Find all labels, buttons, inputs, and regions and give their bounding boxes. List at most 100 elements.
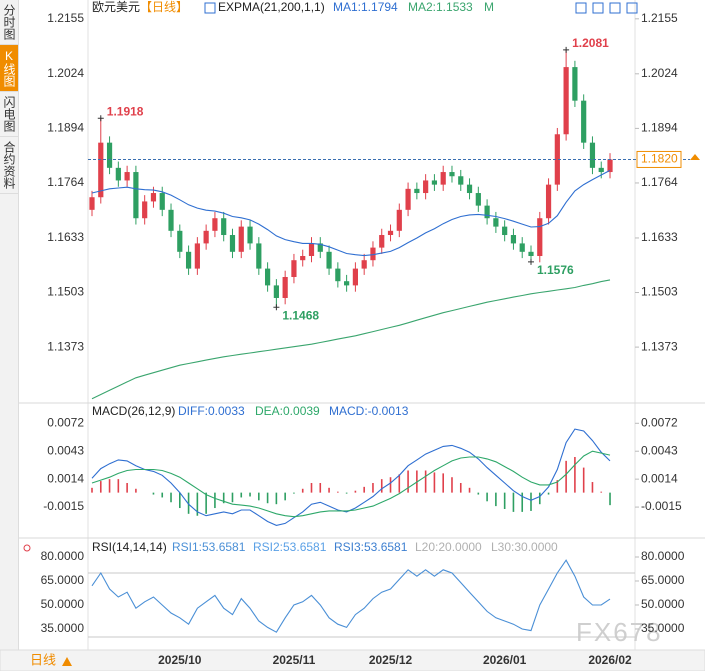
x-tick-label: 2026/01 xyxy=(483,653,527,667)
extreme-marker xyxy=(528,258,534,265)
candle-body xyxy=(308,243,315,257)
candle-body xyxy=(159,193,165,210)
y-tick-label: 1.1633 xyxy=(47,230,84,244)
candle-body xyxy=(361,260,367,269)
candle-body xyxy=(387,230,394,236)
tab[interactable]: 分时图 xyxy=(0,0,18,45)
candle-body xyxy=(282,276,288,298)
x-tick-label: 2025/11 xyxy=(273,653,316,667)
settings-icon[interactable] xyxy=(23,544,31,552)
candle-body xyxy=(563,67,569,135)
y-tick-label: 0.0072 xyxy=(641,415,678,429)
period-arrow[interactable] xyxy=(62,657,72,666)
candle-body xyxy=(273,285,279,298)
candle-body xyxy=(185,251,192,269)
y-tick-label: 65.0000 xyxy=(41,573,85,587)
tab[interactable]: 闪电图 xyxy=(0,92,18,137)
legend-entry: L30:30.0000 xyxy=(491,540,558,554)
last-price-box xyxy=(636,150,682,168)
y-tick-label: 50.0000 xyxy=(41,597,85,611)
candle-body xyxy=(238,226,244,252)
y-tick-label: 1.1894 xyxy=(47,121,84,135)
period-button[interactable]: 日线 xyxy=(30,652,56,667)
ma-line xyxy=(91,279,611,400)
candle-body xyxy=(493,218,499,227)
y-tick-label: 1.2024 xyxy=(641,66,678,80)
candle-body xyxy=(458,176,464,185)
candle-body xyxy=(554,134,560,185)
sidebar: 分时图 K线图 闪电图 合约资料 xyxy=(0,0,19,650)
legend-entry: MACD(26,12,9) xyxy=(92,404,175,418)
x-tick-label: 2026/02 xyxy=(588,653,632,667)
candle-body xyxy=(589,142,596,168)
extreme-marker xyxy=(273,304,280,311)
candle-body xyxy=(124,172,130,181)
candle-body xyxy=(115,167,121,181)
y-tick-label: 35.0000 xyxy=(641,621,685,635)
candle-body xyxy=(212,218,218,231)
candle-body xyxy=(221,218,227,236)
legend-entry: MA2:1.1533 xyxy=(408,0,473,14)
candle-body xyxy=(414,188,420,194)
rsi-line xyxy=(91,559,611,633)
candle-body xyxy=(168,209,174,231)
candle-body xyxy=(229,235,236,252)
candle-body xyxy=(440,172,446,185)
tab[interactable]: 合约资料 xyxy=(0,137,18,194)
legend-entry: DIFF:0.0033 xyxy=(178,404,245,418)
legend-entry: 【日线】 xyxy=(140,0,188,14)
candle-body xyxy=(607,159,613,173)
extreme-marker xyxy=(97,115,104,122)
candle-body xyxy=(537,218,543,257)
y-tick-label: 1.1373 xyxy=(641,339,678,353)
extreme-label: 1.1468 xyxy=(282,308,319,322)
tool-icon[interactable] xyxy=(609,2,621,14)
tab[interactable]: K线图 xyxy=(0,45,18,92)
candle-body xyxy=(449,172,455,177)
y-tick-label: -0.0015 xyxy=(641,499,682,513)
x-tick-label: 2025/12 xyxy=(369,653,413,667)
extreme-marker xyxy=(563,46,570,53)
y-tick-label: 1.1373 xyxy=(47,339,84,353)
legend-entry: MACD:-0.0013 xyxy=(329,404,409,418)
y-tick-label: 35.0000 xyxy=(41,621,85,635)
y-tick-label: 0.0014 xyxy=(47,471,84,485)
y-tick-label: 0.0072 xyxy=(47,415,84,429)
candle-body xyxy=(598,167,604,173)
candle-body xyxy=(405,188,411,210)
candle-body xyxy=(352,268,358,286)
candle-body xyxy=(545,184,552,219)
y-tick-label: 0.0014 xyxy=(641,471,678,485)
tool-icon[interactable] xyxy=(592,2,604,14)
candle-body xyxy=(484,205,490,219)
candle-body xyxy=(203,230,209,244)
candle-body xyxy=(142,201,148,219)
legend-entry: L20:20.0000 xyxy=(415,540,482,554)
candle-body xyxy=(502,226,508,236)
y-tick-label: 50.0000 xyxy=(641,597,685,611)
candle-body xyxy=(326,251,332,269)
tool-icon[interactable] xyxy=(626,2,638,14)
legend-entry: RSI1:53.6581 xyxy=(172,540,246,554)
candle-body xyxy=(247,226,253,244)
y-tick-label: 1.1764 xyxy=(641,175,678,189)
date-bar xyxy=(0,649,705,671)
candle-body xyxy=(431,180,438,185)
legend-entry: 欧元美元 xyxy=(92,0,140,14)
y-tick-label: 1.1503 xyxy=(641,285,678,299)
indicator-icon[interactable] xyxy=(204,2,216,14)
extreme-label: 1.1918 xyxy=(107,104,144,118)
candle-body xyxy=(396,209,402,231)
legend-entry: MA1:1.1794 xyxy=(333,0,398,14)
candle-body xyxy=(475,193,481,206)
price-arrow xyxy=(690,154,700,160)
y-tick-label: 0.0043 xyxy=(641,443,678,457)
y-tick-label: 1.2155 xyxy=(47,11,84,25)
candle-body xyxy=(581,100,587,143)
tool-icon[interactable] xyxy=(575,2,587,14)
candle-body xyxy=(344,281,350,286)
legend-entry: M xyxy=(484,0,494,14)
extreme-label: 1.1576 xyxy=(537,263,574,277)
